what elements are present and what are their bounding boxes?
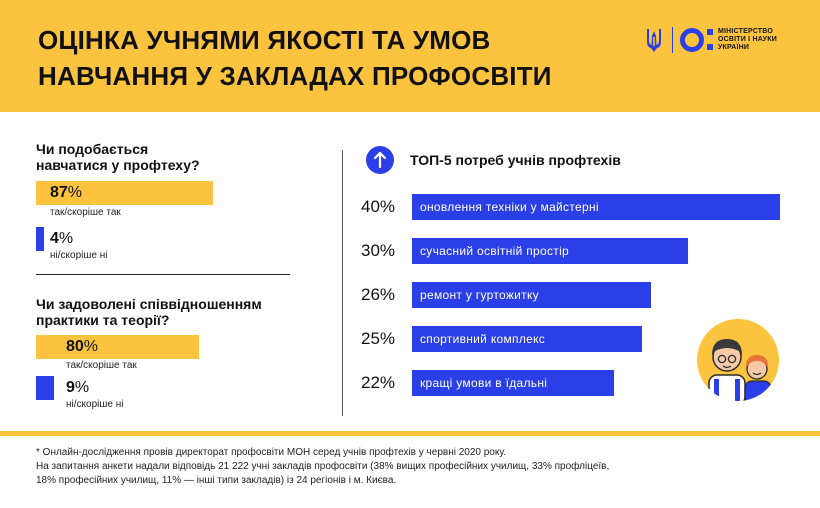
bar-q1-yes	[36, 181, 213, 205]
ministry-logo: МІНІСТЕРСТВО ОСВІТИ І НАУКИ УКРАЇНИ	[646, 25, 796, 57]
logo-text: МІНІСТЕРСТВО ОСВІТИ І НАУКИ УКРАЇНИ	[718, 28, 777, 51]
top5-bar-label: спортивний комплекс	[420, 332, 546, 346]
header-banner: ОЦІНКА УЧНЯМИ ЯКОСТІ ТА УМОВ НАВЧАННЯ У …	[0, 0, 820, 112]
top5-value-label: 30%	[361, 241, 396, 260]
question-2: Чи задоволені співвідношенням практики т…	[36, 296, 262, 328]
top5-title: ТОП-5 потреб учнів профтехів	[410, 152, 621, 168]
top5-value-label: 40%	[361, 197, 396, 216]
logo-square-icon	[707, 44, 713, 50]
question-1: Чи подобається навчатися у профтеху?	[36, 141, 200, 173]
top5-bar-label: ремонт у гуртожитку	[420, 288, 539, 302]
top5-value-label: 26%	[361, 285, 396, 304]
value-q2-yes: 80%	[66, 338, 99, 355]
top5-bar-label: оновлення техніки у майстерні	[420, 200, 599, 214]
logo-ring-icon	[680, 28, 704, 52]
logo-square-icon	[707, 29, 713, 35]
label-q1-no: ні/скоріше ні	[50, 250, 108, 261]
label-q1-yes: так/скоріше так	[50, 207, 121, 218]
top5-bar: сучасний освітній простір	[412, 238, 688, 264]
left-divider	[36, 274, 290, 275]
top5-bar: ремонт у гуртожитку	[412, 282, 651, 308]
top5-bar: спортивний комплекс	[412, 326, 642, 352]
top5-bar: кращі умови в їдальні	[412, 370, 614, 396]
bar-q1-no	[36, 227, 44, 251]
title-line-2: НАВЧАННЯ У ЗАКЛАДАХ ПРОФОСВІТИ	[38, 61, 552, 91]
top5-bar-label: кращі умови в їдальні	[420, 376, 548, 390]
trident-icon	[647, 29, 661, 52]
top5-bar: оновлення техніки у майстерні	[412, 194, 780, 220]
footnote: * Онлайн-дослідження провів директорат п…	[36, 447, 610, 486]
value-q2-no: 9%	[66, 379, 90, 396]
bar-q2-no	[36, 376, 54, 400]
students-illustration	[697, 319, 779, 401]
vertical-divider	[342, 150, 343, 416]
logo-separator	[672, 27, 673, 53]
label-q2-no: ні/скоріше ні	[66, 399, 124, 410]
footer-divider	[0, 431, 820, 436]
page-title: ОЦІНКА УЧНЯМИ ЯКОСТІ ТА УМОВ НАВЧАННЯ У …	[38, 22, 552, 94]
top5-value-label: 22%	[361, 373, 396, 392]
value-q1-yes: 87%	[50, 184, 83, 201]
title-line-1: ОЦІНКА УЧНЯМИ ЯКОСТІ ТА УМОВ	[38, 25, 491, 55]
label-q2-yes: так/скоріше так	[66, 360, 137, 371]
top5-bar-label: сучасний освітній простір	[420, 244, 570, 258]
arrow-up-icon	[366, 146, 394, 174]
bar-q2-yes	[36, 335, 199, 359]
value-q1-no: 4%	[50, 230, 74, 247]
top5-value-label: 25%	[361, 329, 396, 348]
